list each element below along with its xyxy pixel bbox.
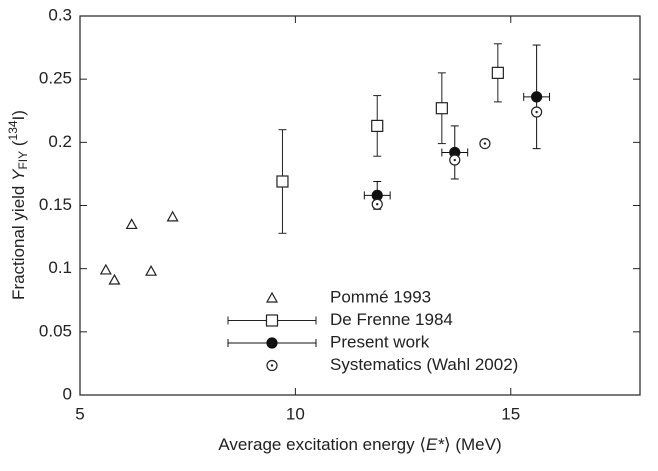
marker-dot (270, 364, 274, 367)
y-tick-label: 0.25 (39, 69, 72, 88)
legend-label: Pommé 1993 (330, 287, 431, 306)
x-axis-label: Average excitation energy ⟨E*⟩ (MeV) (218, 435, 501, 454)
marker-dot (453, 158, 456, 162)
y-label-part: 134 (6, 120, 20, 140)
x-tick-label: 15 (501, 404, 520, 423)
x-label-part: E* (426, 435, 445, 454)
y-tick-label: 0.2 (48, 132, 72, 151)
data-point (99, 263, 112, 275)
x-tick-label: 10 (286, 404, 305, 423)
marker-dot (535, 110, 538, 114)
y-label-part: Y (9, 168, 28, 181)
data-point (371, 119, 384, 133)
marker-dot (376, 203, 379, 206)
marker-dot (483, 142, 487, 145)
legend-marker (265, 291, 279, 303)
legend-label: De Frenne 1984 (330, 310, 453, 329)
data-point (125, 218, 138, 230)
y-axis-label: Fractional yield YFIY (134I) (6, 110, 30, 300)
data-point (108, 273, 121, 285)
y-label-part: Fractional yield (9, 181, 28, 300)
y-label-part: FIY (16, 151, 30, 170)
data-point (531, 91, 543, 103)
x-label-part: ⟩ (MeV) (444, 435, 502, 454)
y-label-part: I) (9, 110, 28, 120)
x-label-part: Average excitation energy ⟨ (218, 435, 426, 454)
legend-label: Present work (330, 332, 430, 351)
data-point (145, 264, 158, 276)
data-point (276, 175, 289, 188)
x-tick-label: 5 (75, 404, 84, 423)
y-tick-label: 0.15 (39, 195, 72, 214)
data-point (491, 66, 504, 79)
y-tick-label: 0 (63, 384, 72, 403)
legend-marker (266, 337, 278, 349)
y-tick-label: 0.05 (39, 321, 72, 340)
legend-label: Systematics (Wahl 2002) (330, 355, 518, 374)
data-point (166, 210, 179, 222)
y-tick-label: 0.3 (48, 5, 72, 24)
data-point (435, 102, 448, 115)
legend-marker (265, 314, 279, 327)
y-tick-label: 0.1 (48, 258, 72, 277)
y-label-part: ( (9, 140, 28, 151)
